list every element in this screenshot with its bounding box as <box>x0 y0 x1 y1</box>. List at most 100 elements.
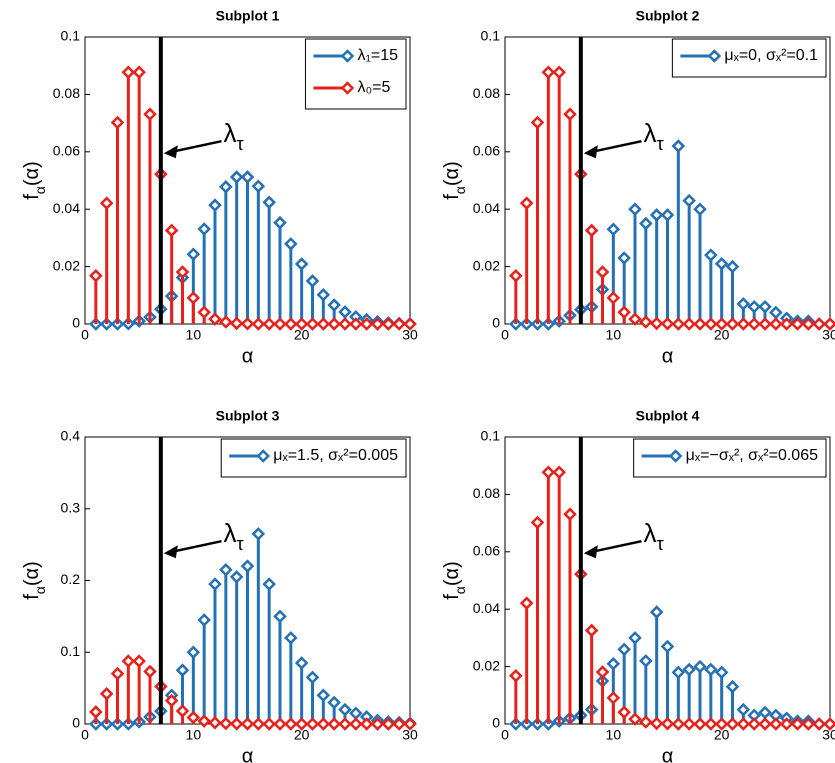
stem-marker <box>704 662 718 677</box>
subplot-title: Subplot 4 <box>636 408 700 424</box>
stem-marker <box>769 317 783 331</box>
x-axis-label: α <box>242 745 254 763</box>
stem-marker <box>790 717 805 731</box>
stem-marker <box>758 300 772 314</box>
stem-marker <box>305 274 320 288</box>
y-tick-label: 0.1 <box>481 28 501 44</box>
stem-marker <box>769 717 783 731</box>
stem-marker <box>714 665 729 680</box>
stem-marker <box>671 317 686 331</box>
stem-marker <box>262 195 276 210</box>
annotation: λτ <box>224 118 245 154</box>
stem-marker <box>790 317 805 331</box>
y-tick-label: 0.04 <box>53 200 80 216</box>
stem-marker <box>671 717 686 731</box>
stem-marker <box>219 315 233 329</box>
y-tick-label: 0 <box>72 315 80 331</box>
stem-marker <box>812 317 826 331</box>
stem-marker <box>284 631 298 645</box>
x-tick-label: 0 <box>501 727 509 743</box>
annotation-arrow <box>594 539 642 553</box>
stem-marker <box>208 577 222 591</box>
stem-marker <box>381 717 396 731</box>
stem-marker <box>660 208 675 222</box>
stem-marker <box>704 248 718 262</box>
stem-marker <box>403 717 417 731</box>
stem-marker <box>327 298 341 312</box>
stem-marker <box>294 317 309 331</box>
x-tick-label: 20 <box>294 727 310 743</box>
stem-marker <box>704 317 718 331</box>
legend-label: λ₁=15 <box>357 47 398 64</box>
y-tick-label: 0.02 <box>53 257 80 273</box>
x-tick-label: 30 <box>402 727 418 743</box>
stem-marker <box>736 297 751 311</box>
stem-marker <box>262 577 276 591</box>
stem-marker <box>240 170 255 184</box>
stem-marker <box>143 107 157 121</box>
stem-marker <box>639 216 653 231</box>
stem-marker <box>725 679 740 694</box>
stem-marker <box>628 712 642 726</box>
stem-marker <box>584 623 599 638</box>
stem-marker <box>509 269 523 283</box>
stem-marker <box>725 259 740 274</box>
subplot-title: Subplot 2 <box>636 8 700 24</box>
stem-marker <box>541 65 556 80</box>
stem-marker <box>359 317 374 331</box>
stem-marker <box>251 717 266 731</box>
y-tick-label: 0 <box>72 715 80 731</box>
annotation-arrowhead <box>163 145 178 159</box>
stem-marker <box>530 515 545 530</box>
y-tick-label: 0.1 <box>61 643 81 659</box>
stem-marker <box>639 654 653 668</box>
x-tick-label: 0 <box>501 327 509 343</box>
x-tick-label: 20 <box>714 727 730 743</box>
x-tick-label: 10 <box>186 327 202 343</box>
y-tick-label: 0.06 <box>473 543 500 559</box>
stem-marker <box>660 716 675 731</box>
stem-marker <box>693 317 707 331</box>
legend-marker <box>340 81 355 95</box>
y-tick-label: 0.1 <box>481 428 501 444</box>
stem-marker <box>530 115 545 130</box>
stem-marker <box>617 305 631 320</box>
stem-marker <box>240 717 255 731</box>
stem-marker <box>671 139 686 153</box>
stem-marker <box>349 717 363 731</box>
stem-marker <box>273 317 287 331</box>
legend-label: μₓ=−σₓ², σₓ²=0.065 <box>686 447 818 464</box>
stem-marker <box>305 317 320 331</box>
annotation: λτ <box>644 118 665 154</box>
stem-marker <box>327 695 341 710</box>
stem-marker <box>725 717 740 731</box>
y-axis-label: fα(α) <box>21 561 47 600</box>
y-tick-label: 0 <box>492 315 500 331</box>
stem-marker <box>284 317 298 331</box>
stem-marker <box>338 317 352 331</box>
stem-marker <box>606 656 621 671</box>
y-tick-label: 0.1 <box>61 28 81 44</box>
stem-marker <box>273 609 287 624</box>
stem-marker <box>649 716 664 731</box>
stem-marker <box>143 664 157 679</box>
stem-marker <box>617 251 631 265</box>
stem-marker <box>682 193 696 208</box>
legend: μₓ=−σₓ², σₓ²=0.065 <box>633 438 827 478</box>
y-tick-label: 0.08 <box>473 85 500 101</box>
stem-marker <box>284 717 298 731</box>
y-axis-label: fα(α) <box>441 561 467 600</box>
stem-marker <box>121 65 136 80</box>
stem-marker <box>541 465 556 480</box>
stem-marker <box>714 717 729 731</box>
stem-marker <box>392 717 406 731</box>
stem-marker <box>208 312 222 326</box>
stem-marker <box>229 170 244 184</box>
stem-marker <box>219 716 233 731</box>
annotation-arrowhead <box>583 145 598 159</box>
y-tick-label: 0.04 <box>473 600 500 616</box>
stem-marker <box>89 705 103 719</box>
stem-marker <box>714 317 729 331</box>
legend-marker <box>256 449 270 463</box>
